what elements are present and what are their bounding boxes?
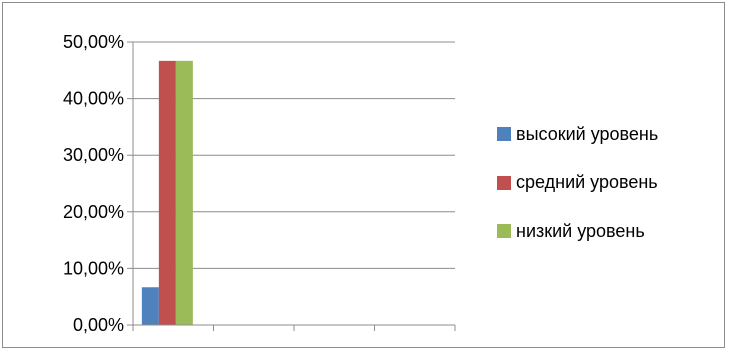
legend-label-medium: средний уровень	[516, 172, 658, 192]
y-tick-label: 50,00%	[63, 32, 124, 52]
legend-swatch-high	[497, 127, 511, 141]
y-tick-label: 10,00%	[63, 258, 124, 278]
y-tick-label: 20,00%	[63, 202, 124, 222]
legend: высокий уровень средний уровень низкий у…	[497, 124, 722, 270]
legend-swatch-medium	[497, 175, 511, 190]
chart-frame	[2, 2, 725, 348]
legend-item-high: высокий уровень	[497, 124, 722, 144]
y-tick-label: 30,00%	[63, 145, 124, 165]
legend-label-high: высокий уровень	[516, 123, 659, 144]
legend-item-medium: средний уровень	[497, 172, 722, 193]
y-tick-label: 40,00%	[63, 89, 124, 109]
legend-label-low: низкий уровень	[516, 220, 645, 241]
bar-high	[141, 287, 159, 325]
axes	[127, 42, 456, 331]
legend-item-low: низкий уровень	[497, 221, 722, 241]
bar-medium	[158, 60, 176, 325]
bar-low	[175, 60, 193, 325]
bars	[141, 60, 193, 325]
tick-labels: 0,00% 10,00% 20,00% 30,00% 40,00% 50,00%	[63, 32, 124, 335]
y-tick-label: 0,00%	[73, 315, 124, 335]
legend-swatch-low	[497, 224, 511, 238]
